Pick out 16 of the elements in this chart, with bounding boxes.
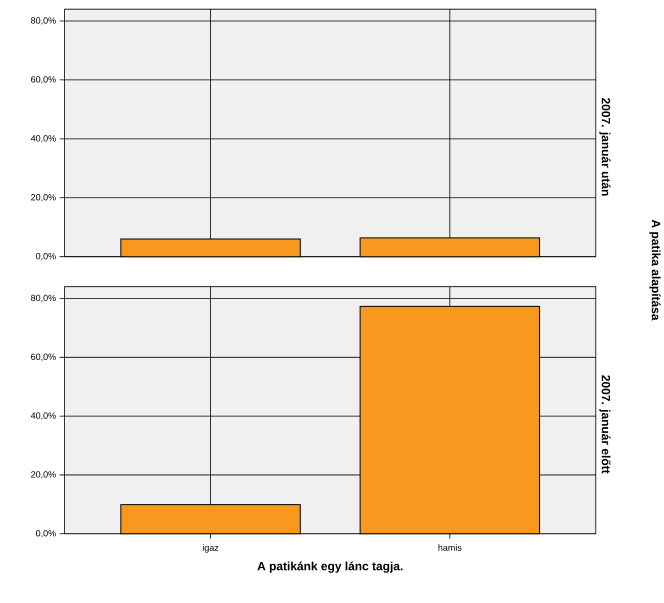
y-tick-label: 60,0% xyxy=(31,354,56,361)
y-tick-label: 0,0% xyxy=(36,530,56,538)
text: 2007. január előtt xyxy=(599,375,611,474)
y-tick-label: 40,0% xyxy=(30,412,56,420)
y-tick-label: 20,0% xyxy=(31,471,56,479)
y-tick-label: 40,0% xyxy=(30,135,56,143)
x-tick-label: hamis xyxy=(438,544,462,551)
y-tick-label: 20,0% xyxy=(31,194,56,202)
y-tick-label: 80,0% xyxy=(31,17,56,25)
x-tick-label: igaz xyxy=(202,544,218,553)
y-tick-label: 0,0% xyxy=(36,252,56,260)
x-axis-title: A patikánk egy lánc tagja. xyxy=(257,561,402,573)
y-tick-label: 80,0% xyxy=(31,294,56,302)
y-tick-label: 60,0% xyxy=(31,76,56,84)
text: 2007. január után xyxy=(599,98,611,196)
y2-axis-title: A patika alapítása xyxy=(649,220,661,321)
